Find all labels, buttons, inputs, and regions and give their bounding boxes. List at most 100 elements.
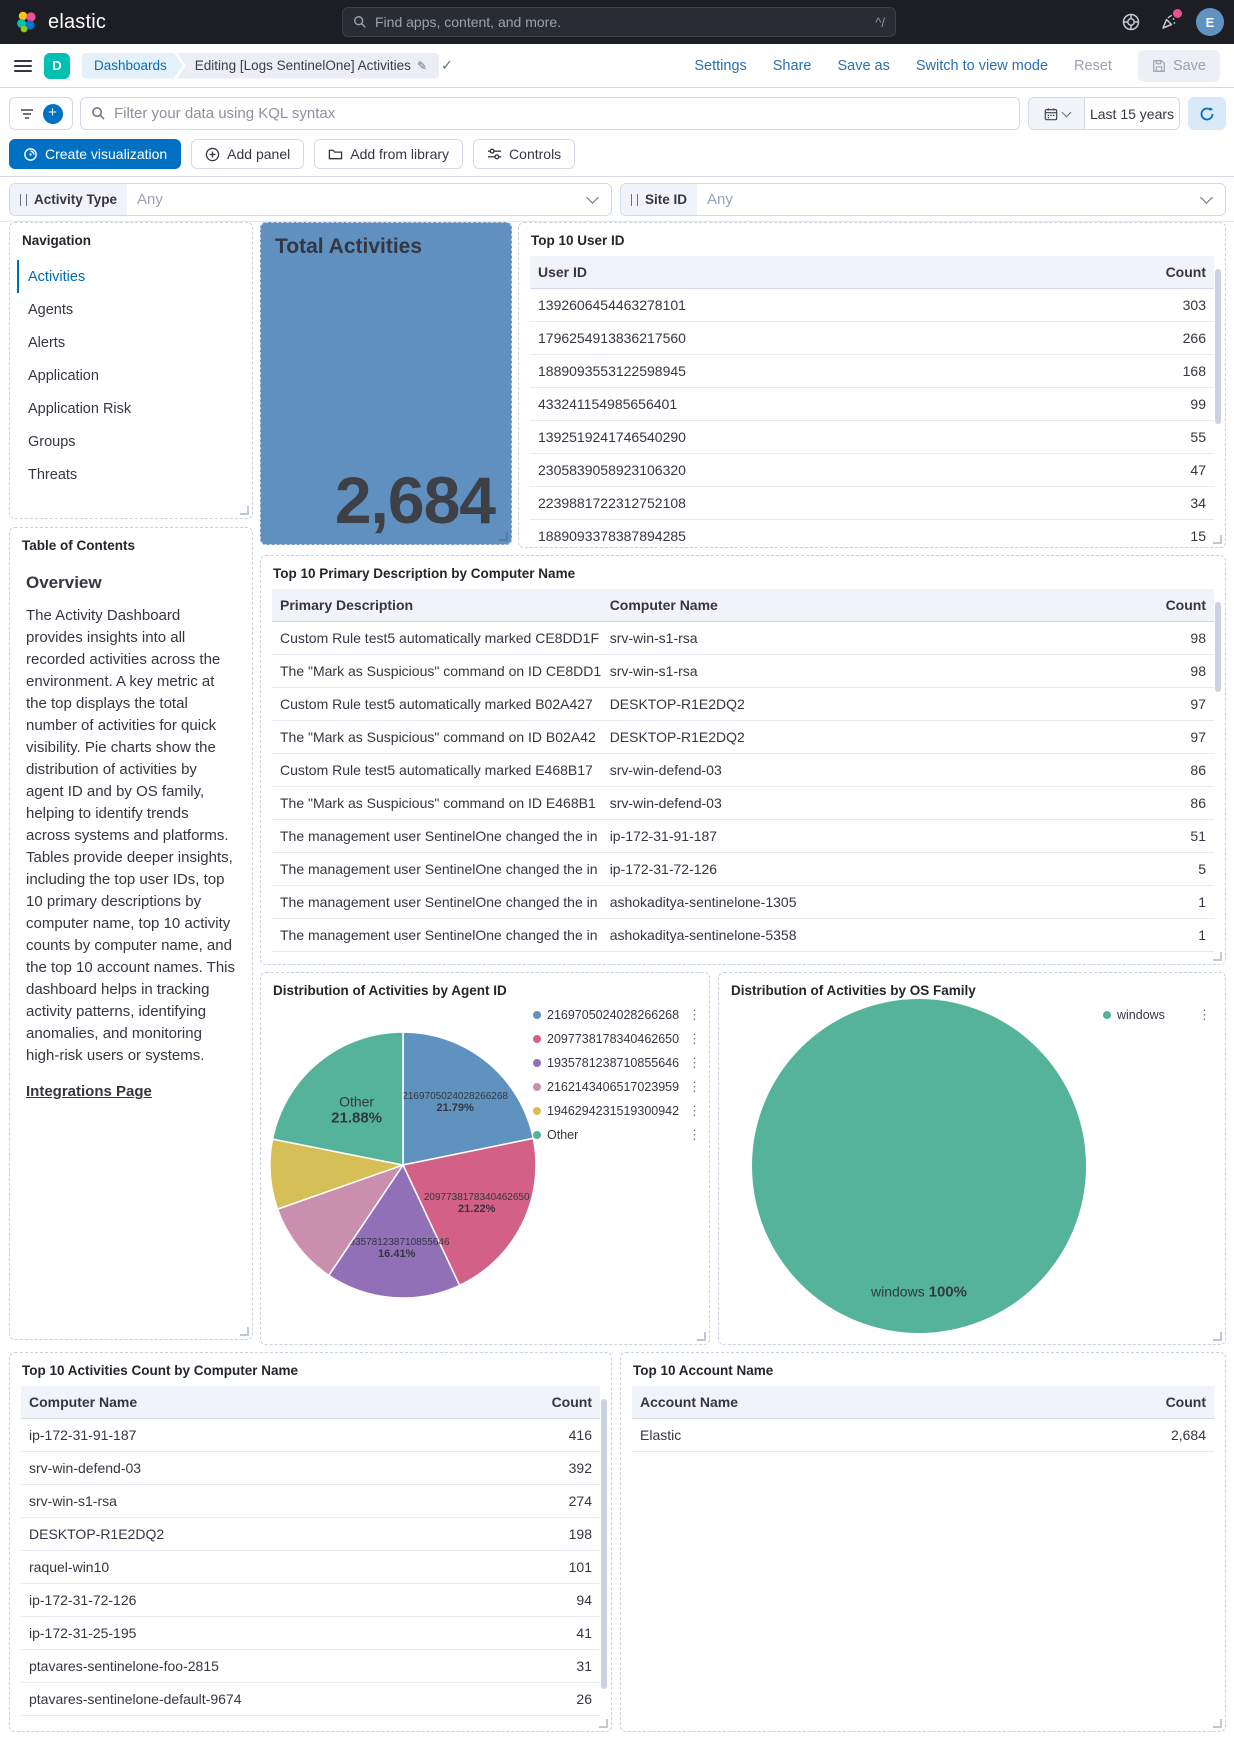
table-row[interactable]: The management user SentinelOne changed … <box>272 918 1214 952</box>
refresh-button[interactable] <box>1188 97 1226 130</box>
table-row[interactable]: Custom Rule test5 automatically marked E… <box>272 753 1214 787</box>
nav-link-application-risk[interactable]: Application Risk <box>28 400 132 417</box>
control-activity-type[interactable]: Activity Type Any <box>9 183 612 216</box>
table-row[interactable]: ip-172-31-72-126 94 <box>21 1583 600 1617</box>
add-from-library-button[interactable]: Add from library <box>314 139 464 169</box>
table-row[interactable]: 1392519241746540290 55 <box>530 420 1214 454</box>
table-row[interactable]: 1796254913836217560 266 <box>530 321 1214 355</box>
nav-link-groups[interactable]: Groups <box>28 433 76 450</box>
column-header[interactable]: Account Name <box>632 1386 1069 1419</box>
table-row[interactable]: 1889093553122598945 168 <box>530 354 1214 388</box>
table-row[interactable]: The management user SentinelOne changed … <box>272 852 1214 886</box>
table-row[interactable]: The "Mark as Suspicious" command on ID B… <box>272 720 1214 754</box>
control-site-id[interactable]: Site ID Any <box>620 183 1226 216</box>
table-row[interactable]: The "Mark as Suspicious" command on ID E… <box>272 786 1214 820</box>
scrollbar-thumb[interactable] <box>601 1399 607 1689</box>
filter-icon[interactable] <box>20 108 34 120</box>
time-range-value[interactable]: Last 15 years <box>1089 105 1175 122</box>
table-row[interactable]: raquel-win10 101 <box>21 1550 600 1584</box>
legend-item[interactable]: 2097738178340462650 ⋮ <box>533 1027 703 1051</box>
add-filter-icon[interactable]: + <box>42 103 63 124</box>
controls-button[interactable]: Controls <box>473 139 576 169</box>
kebab-menu-icon[interactable]: ⋮ <box>688 1031 701 1046</box>
kebab-menu-icon[interactable]: ⋮ <box>688 1127 701 1142</box>
pie-slice[interactable] <box>752 999 1086 1333</box>
table-row[interactable]: ip-172-31-25-195 41 <box>21 1616 600 1650</box>
column-header[interactable]: Count <box>455 1386 600 1419</box>
add-panel-button[interactable]: Add panel <box>191 139 305 169</box>
pie-slice[interactable] <box>271 1031 404 1166</box>
global-search-input[interactable]: Find apps, content, and more. ^/ <box>342 7 896 37</box>
kebab-menu-icon[interactable]: ⋮ <box>1198 1007 1211 1022</box>
scrollbar-thumb[interactable] <box>1215 602 1221 692</box>
table-row[interactable]: ptavares-sentinelone-foo-2815 31 <box>21 1649 600 1683</box>
column-header[interactable]: Primary Description <box>272 589 602 622</box>
pie-slice[interactable] <box>402 1031 535 1166</box>
pie-slice[interactable] <box>401 1137 537 1287</box>
legend-item[interactable]: windows ⋮ <box>1103 1003 1213 1027</box>
settings-link[interactable]: Settings <box>694 57 747 74</box>
legend-item[interactable]: 2162143406517023959 ⋮ <box>533 1075 703 1099</box>
pie-slice[interactable] <box>276 1163 405 1277</box>
table-row[interactable]: ip-172-31-91-187 416 <box>21 1418 600 1452</box>
reset-link[interactable]: Reset <box>1074 57 1112 74</box>
elastic-logo[interactable]: elastic <box>14 9 106 35</box>
table-row[interactable]: 2305839058923106320 47 <box>530 453 1214 487</box>
kql-search-input[interactable]: Filter your data using KQL syntax <box>80 97 1020 130</box>
breadcrumb-check-icon[interactable]: ✓ <box>441 57 453 73</box>
table-row[interactable]: Custom Rule test5 automatically marked C… <box>272 621 1214 655</box>
switch-view-mode-link[interactable]: Switch to view mode <box>915 57 1049 74</box>
table-row[interactable]: Custom Rule test5 automatically marked B… <box>272 687 1214 721</box>
table-row[interactable]: ptavares-sentinelone-default-9674 26 <box>21 1682 600 1716</box>
table-row[interactable]: srv-win-defend-03 392 <box>21 1451 600 1485</box>
edit-title-pencil-icon[interactable]: ✎ <box>416 58 427 73</box>
table-row[interactable]: The "Mark as Suspicious" command on ID C… <box>272 654 1214 688</box>
nav-link-activities[interactable]: Activities <box>17 260 234 293</box>
drag-handle-icon[interactable] <box>631 193 638 206</box>
table-row[interactable]: The management user SentinelOne changed … <box>272 819 1214 853</box>
legend-item[interactable]: 2169705024028266268 ⋮ <box>533 1003 703 1027</box>
nav-link-agents[interactable]: Agents <box>28 301 74 318</box>
table-row[interactable]: 433241154985656401 99 <box>530 387 1214 421</box>
integrations-page-link[interactable]: Integrations Page <box>26 1083 152 1100</box>
column-header[interactable]: Count <box>1022 256 1214 289</box>
table-row[interactable]: 1392606454463278101 303 <box>530 288 1214 322</box>
column-header[interactable]: Count <box>1068 1386 1214 1419</box>
column-header[interactable]: User ID <box>530 256 1023 289</box>
nav-link-threats[interactable]: Threats <box>28 466 78 483</box>
save-as-link[interactable]: Save as <box>837 57 890 74</box>
table-row[interactable]: The management user SentinelOne changed … <box>272 885 1214 919</box>
table-row[interactable]: srv-win-s1-rsa 274 <box>21 1484 600 1518</box>
news-party-icon[interactable] <box>1158 9 1182 33</box>
menu-hamburger-icon[interactable] <box>14 59 32 72</box>
panel-total-activities[interactable]: Total Activities 2,684 <box>260 222 512 545</box>
column-header[interactable]: Computer Name <box>21 1386 456 1419</box>
table-row[interactable]: Elastic 2,684 <box>632 1418 1214 1452</box>
space-badge[interactable]: D <box>44 52 70 79</box>
drag-handle-icon[interactable] <box>20 193 27 206</box>
user-avatar[interactable]: E <box>1196 8 1224 36</box>
legend-item[interactable]: 1935781238710855646 ⋮ <box>533 1051 703 1075</box>
share-link[interactable]: Share <box>772 57 812 74</box>
column-header[interactable]: Count <box>1025 589 1214 622</box>
legend-item[interactable]: 1946294231519300942 ⋮ <box>533 1099 703 1123</box>
breadcrumb-dashboards[interactable]: Dashboards <box>82 53 183 79</box>
kebab-menu-icon[interactable]: ⋮ <box>688 1079 701 1094</box>
table-row[interactable]: DESKTOP-R1E2DQ2 198 <box>21 1517 600 1551</box>
kebab-menu-icon[interactable]: ⋮ <box>688 1055 701 1070</box>
create-visualization-button[interactable]: Create visualization <box>9 139 182 169</box>
legend-item[interactable]: Other ⋮ <box>533 1123 703 1147</box>
column-header[interactable]: Computer Name <box>601 589 1026 622</box>
breadcrumb-current[interactable]: Editing [Logs SentinelOne] Activities ✎ <box>176 52 439 79</box>
pie-slice[interactable] <box>327 1163 461 1299</box>
date-picker-menu[interactable] <box>1029 98 1085 129</box>
kebab-menu-icon[interactable]: ⋮ <box>688 1007 701 1022</box>
kebab-menu-icon[interactable]: ⋮ <box>688 1103 701 1118</box>
save-button[interactable]: Save <box>1137 49 1220 82</box>
nav-link-alerts[interactable]: Alerts <box>28 334 66 351</box>
nav-link-application[interactable]: Application <box>28 367 99 384</box>
table-row[interactable]: 1889093378387894285 15 <box>530 519 1214 547</box>
table-row[interactable]: 2239881722312752108 34 <box>530 486 1214 520</box>
scrollbar-thumb[interactable] <box>1215 269 1221 424</box>
help-icon[interactable] <box>1120 11 1142 33</box>
